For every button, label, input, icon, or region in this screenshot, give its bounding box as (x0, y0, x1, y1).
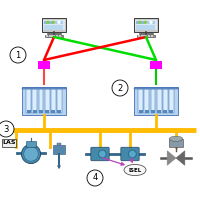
FancyBboxPatch shape (138, 36, 140, 37)
FancyBboxPatch shape (151, 110, 155, 113)
FancyBboxPatch shape (151, 36, 153, 37)
FancyBboxPatch shape (52, 36, 55, 37)
Circle shape (10, 47, 26, 63)
FancyBboxPatch shape (148, 36, 150, 37)
FancyBboxPatch shape (141, 35, 144, 36)
FancyBboxPatch shape (49, 36, 52, 37)
Text: 1: 1 (15, 50, 21, 60)
FancyBboxPatch shape (38, 61, 50, 69)
Polygon shape (176, 151, 185, 165)
FancyBboxPatch shape (135, 20, 157, 30)
FancyBboxPatch shape (57, 143, 61, 145)
Text: ISEL: ISEL (128, 167, 142, 173)
FancyBboxPatch shape (147, 21, 155, 24)
FancyBboxPatch shape (46, 35, 48, 36)
Circle shape (87, 170, 103, 186)
FancyBboxPatch shape (49, 35, 52, 36)
FancyBboxPatch shape (138, 35, 140, 36)
FancyBboxPatch shape (38, 89, 43, 113)
FancyBboxPatch shape (55, 21, 63, 24)
FancyBboxPatch shape (59, 35, 61, 36)
FancyBboxPatch shape (157, 110, 161, 113)
FancyBboxPatch shape (91, 147, 109, 161)
FancyBboxPatch shape (33, 110, 37, 113)
FancyBboxPatch shape (121, 147, 139, 161)
Polygon shape (58, 166, 60, 168)
FancyBboxPatch shape (45, 110, 49, 113)
FancyBboxPatch shape (57, 89, 62, 113)
Circle shape (52, 21, 54, 23)
FancyBboxPatch shape (157, 89, 162, 113)
FancyBboxPatch shape (169, 89, 174, 113)
FancyBboxPatch shape (43, 20, 65, 30)
FancyBboxPatch shape (56, 35, 58, 36)
FancyBboxPatch shape (150, 61, 162, 69)
FancyBboxPatch shape (139, 110, 143, 113)
Circle shape (128, 150, 136, 158)
FancyBboxPatch shape (45, 35, 63, 37)
Ellipse shape (21, 144, 41, 164)
FancyBboxPatch shape (51, 110, 55, 113)
FancyBboxPatch shape (134, 18, 158, 32)
Circle shape (100, 151, 105, 157)
FancyBboxPatch shape (27, 110, 31, 113)
Polygon shape (167, 151, 176, 165)
FancyBboxPatch shape (44, 21, 53, 24)
FancyBboxPatch shape (52, 35, 55, 36)
FancyBboxPatch shape (53, 145, 65, 154)
FancyBboxPatch shape (57, 110, 61, 113)
FancyBboxPatch shape (137, 35, 155, 37)
Circle shape (58, 21, 60, 23)
FancyBboxPatch shape (51, 89, 56, 113)
Circle shape (0, 121, 14, 137)
FancyBboxPatch shape (144, 36, 147, 37)
FancyBboxPatch shape (145, 110, 149, 113)
FancyBboxPatch shape (151, 35, 153, 36)
FancyBboxPatch shape (22, 87, 66, 89)
Circle shape (150, 21, 152, 23)
FancyBboxPatch shape (169, 139, 183, 147)
FancyBboxPatch shape (59, 36, 61, 37)
Ellipse shape (124, 164, 146, 176)
FancyBboxPatch shape (26, 141, 36, 147)
Text: 3: 3 (3, 124, 9, 134)
FancyBboxPatch shape (46, 36, 48, 37)
FancyBboxPatch shape (163, 110, 167, 113)
FancyBboxPatch shape (148, 35, 150, 36)
FancyBboxPatch shape (136, 21, 145, 24)
Text: 4: 4 (92, 174, 98, 182)
FancyBboxPatch shape (144, 89, 149, 113)
Circle shape (130, 151, 135, 157)
Ellipse shape (24, 147, 38, 161)
Ellipse shape (169, 136, 183, 141)
FancyBboxPatch shape (32, 89, 37, 113)
FancyBboxPatch shape (42, 18, 66, 32)
FancyBboxPatch shape (134, 87, 178, 89)
Circle shape (139, 21, 141, 23)
FancyBboxPatch shape (151, 89, 155, 113)
Circle shape (47, 21, 49, 23)
FancyBboxPatch shape (169, 110, 173, 113)
FancyBboxPatch shape (2, 139, 16, 147)
Text: 2: 2 (117, 83, 123, 93)
FancyBboxPatch shape (22, 87, 66, 115)
FancyBboxPatch shape (39, 110, 43, 113)
FancyBboxPatch shape (45, 89, 50, 113)
FancyBboxPatch shape (138, 89, 143, 113)
FancyBboxPatch shape (134, 87, 178, 115)
FancyBboxPatch shape (56, 36, 58, 37)
FancyBboxPatch shape (163, 89, 168, 113)
FancyBboxPatch shape (144, 35, 147, 36)
Text: LAS: LAS (2, 141, 16, 145)
Circle shape (112, 80, 128, 96)
Circle shape (98, 150, 106, 158)
FancyBboxPatch shape (136, 25, 155, 30)
FancyBboxPatch shape (44, 25, 63, 30)
FancyBboxPatch shape (139, 33, 153, 34)
FancyBboxPatch shape (47, 33, 61, 34)
FancyBboxPatch shape (141, 36, 144, 37)
Circle shape (144, 21, 146, 23)
FancyBboxPatch shape (26, 89, 31, 113)
